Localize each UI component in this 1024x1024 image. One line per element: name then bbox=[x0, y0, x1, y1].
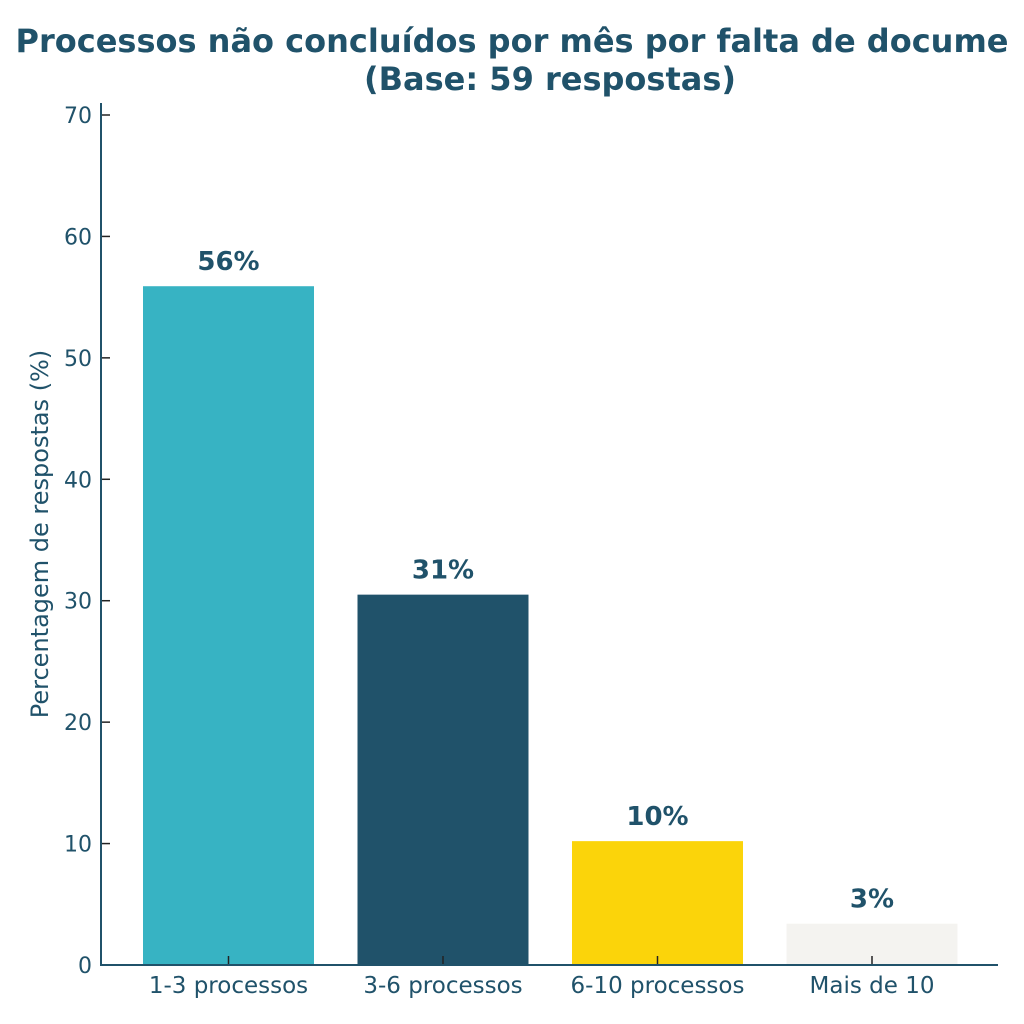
x-tick-label: Mais de 10 bbox=[810, 973, 935, 999]
x-tick-label: 6-10 processos bbox=[571, 973, 745, 999]
y-tick-label: 30 bbox=[64, 590, 92, 615]
chart-title-line1: Processos não concluídos por mês por fal… bbox=[16, 22, 1009, 60]
y-tick-label: 40 bbox=[64, 468, 92, 493]
data-label: 3% bbox=[850, 885, 894, 915]
y-tick-label: 50 bbox=[64, 347, 92, 372]
bar-1 bbox=[143, 286, 314, 965]
y-tick-label: 70 bbox=[64, 104, 92, 129]
data-label: 31% bbox=[412, 556, 474, 586]
y-tick-label: 60 bbox=[64, 225, 92, 250]
x-tick-label: 3-6 processos bbox=[363, 973, 522, 999]
y-tick-label: 20 bbox=[64, 711, 92, 736]
bar-3 bbox=[572, 841, 743, 965]
x-tick-label: 1-3 processos bbox=[149, 973, 308, 999]
y-tick-label: 10 bbox=[64, 833, 92, 858]
bar-2 bbox=[357, 594, 529, 965]
data-label: 56% bbox=[197, 247, 259, 277]
data-label: 10% bbox=[626, 802, 688, 832]
y-tick-label: 0 bbox=[78, 954, 92, 979]
y-axis-label: Percentagem de respostas (%) bbox=[26, 350, 54, 718]
chart-title-line2: (Base: 59 respostas) bbox=[364, 60, 736, 98]
